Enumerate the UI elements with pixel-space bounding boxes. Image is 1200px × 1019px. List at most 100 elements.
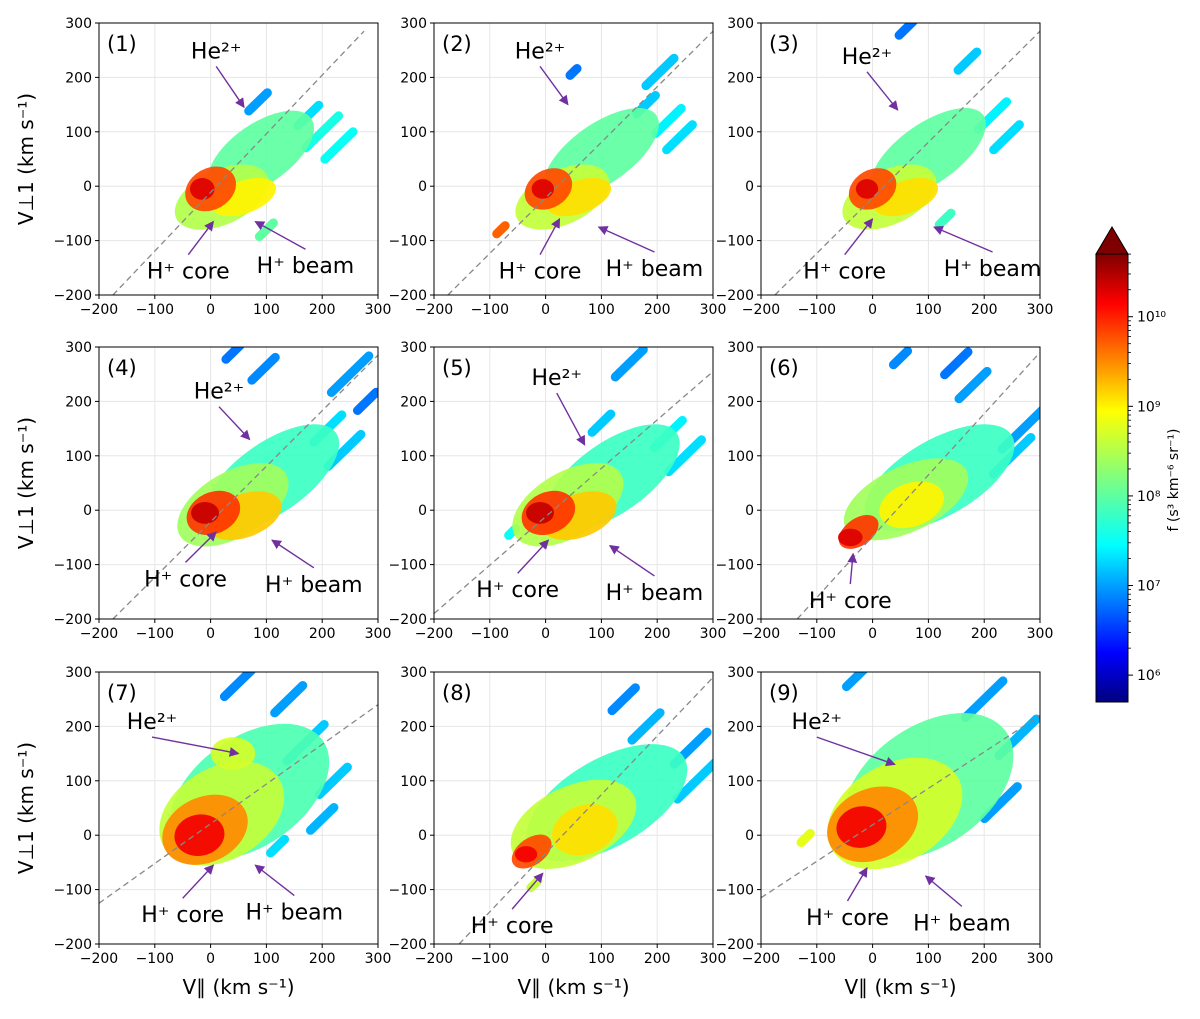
y-tick-label: −100 bbox=[716, 558, 754, 574]
vdf-streak bbox=[940, 347, 973, 380]
annotation-label: He²⁺ bbox=[194, 380, 245, 405]
vdf-streak bbox=[492, 221, 510, 239]
y-tick-label: 100 bbox=[65, 125, 92, 141]
annotation: H⁺ core bbox=[476, 539, 559, 603]
panel-6: H⁺ core (6) −200−200 −100 −100 0 0 100 100 200 200… bbox=[716, 340, 1054, 642]
x-tick-label: 0 bbox=[541, 951, 550, 967]
x-tick-label: 0 bbox=[541, 626, 550, 642]
annotation-label: H⁺ beam bbox=[913, 911, 1011, 936]
vdf-streak bbox=[980, 782, 1022, 824]
annotation: H⁺ core bbox=[144, 531, 227, 592]
y-tick-label: 300 bbox=[65, 665, 92, 681]
vdf-blob bbox=[855, 179, 879, 199]
x-tick-label: 0 bbox=[868, 626, 877, 642]
x-tick-label: 100 bbox=[915, 626, 942, 642]
vdf-blob bbox=[836, 806, 887, 848]
x-tick-label: −100 bbox=[471, 951, 509, 967]
axes-frame bbox=[98, 346, 379, 620]
annotation: H⁺ core bbox=[141, 864, 224, 928]
y-tick-label: 200 bbox=[65, 70, 92, 86]
vdf-blob bbox=[191, 502, 219, 524]
annotation: He²⁺ bbox=[515, 39, 569, 106]
annotation-label: H⁺ core bbox=[809, 589, 892, 614]
vdf-blob bbox=[210, 737, 256, 770]
x-tick-label: −200 bbox=[742, 626, 780, 642]
x-tick-label: 0 bbox=[206, 626, 215, 642]
annotation-arrow bbox=[182, 864, 215, 899]
vdf-streak bbox=[244, 88, 272, 116]
colorbar-body bbox=[1095, 253, 1129, 703]
x-tick-label: 0 bbox=[868, 951, 877, 967]
panel-5: He²⁺ H⁺ core H⁺ beam (5) −200−200 −100 −100 0 0 1… bbox=[389, 340, 727, 642]
vdf-streak bbox=[673, 758, 713, 804]
x-tick-label: −100 bbox=[136, 626, 174, 642]
x-tick-label: −100 bbox=[798, 302, 836, 318]
annotation-label: He²⁺ bbox=[127, 710, 178, 735]
y-tick-label: −100 bbox=[54, 558, 92, 574]
panel-8: H⁺ core (8) −200−200 −100 −100 0 0 100 100 200 200… bbox=[389, 665, 727, 999]
y-tick-label: 0 bbox=[418, 179, 427, 195]
annotation-arrow bbox=[517, 539, 550, 574]
vdf-blob bbox=[174, 814, 225, 857]
annotation-label: H⁺ core bbox=[471, 914, 554, 939]
grid bbox=[434, 347, 713, 619]
annotation-label: H⁺ core bbox=[803, 260, 886, 285]
x-tick-label: 300 bbox=[365, 951, 392, 967]
panel-2: He²⁺ H⁺ core H⁺ beam (2) −200−200 −100 −100 0 0 1… bbox=[389, 16, 727, 318]
annotation-label: H⁺ core bbox=[144, 567, 227, 592]
annotation-label: H⁺ core bbox=[141, 903, 224, 928]
axes-frame bbox=[98, 22, 379, 296]
y-axis-label: V⊥1 (km s⁻¹) bbox=[14, 93, 38, 225]
axis-ticks: −200−200 −100 −100 0 0 100 100 200 200 300 300 bbox=[716, 16, 1054, 318]
field-direction-line bbox=[458, 676, 713, 944]
y-tick-label: −200 bbox=[716, 937, 754, 953]
panel-label: (8) bbox=[442, 681, 472, 705]
x-tick-label: 200 bbox=[971, 302, 998, 318]
x-tick-label: −200 bbox=[415, 302, 453, 318]
vdf-streak bbox=[888, 347, 913, 370]
vdf-streak bbox=[565, 64, 582, 80]
x-tick-label: 0 bbox=[541, 302, 550, 318]
vdf-streak bbox=[960, 676, 1008, 722]
annotation-arrow bbox=[151, 736, 240, 757]
x-tick-label: 300 bbox=[365, 626, 392, 642]
y-tick-label: 200 bbox=[400, 70, 427, 86]
annotation-arrow bbox=[539, 217, 561, 256]
y-tick-label: 200 bbox=[400, 719, 427, 735]
x-tick-label: −200 bbox=[80, 626, 118, 642]
vdf-blob bbox=[514, 846, 538, 863]
y-tick-label: −200 bbox=[54, 612, 92, 628]
panel-label: (3) bbox=[769, 32, 799, 56]
y-axis-label: V⊥1 (km s⁻¹) bbox=[14, 742, 38, 874]
x-tick-label: 100 bbox=[588, 951, 615, 967]
x-tick-label: 300 bbox=[700, 951, 727, 967]
axis-ticks: −200−200 −100 −100 0 0 100 100 200 200 300 300 bbox=[389, 665, 727, 967]
colorbar-tick-label: 10⁸ bbox=[1137, 489, 1161, 505]
field-direction-line bbox=[112, 30, 365, 295]
y-tick-label: 0 bbox=[745, 503, 754, 519]
axes-frame bbox=[760, 671, 1041, 945]
annotation-label: H⁺ core bbox=[499, 260, 582, 285]
y-tick-label: 300 bbox=[65, 340, 92, 356]
annotation-arrow bbox=[215, 65, 245, 109]
y-tick-label: 100 bbox=[400, 774, 427, 790]
y-tick-label: 200 bbox=[65, 394, 92, 410]
annotation-label: He²⁺ bbox=[191, 39, 242, 64]
annotation-arrow bbox=[187, 220, 214, 256]
vdf-streak bbox=[841, 672, 868, 692]
annotation-arrow bbox=[846, 866, 868, 902]
axis-ticks: −200−200 −100 −100 0 0 100 100 200 200 300 300 bbox=[54, 665, 392, 967]
vdf-streak bbox=[247, 352, 280, 385]
x-tick-label: 100 bbox=[915, 951, 942, 967]
y-tick-label: 300 bbox=[727, 340, 754, 356]
x-tick-label: 200 bbox=[644, 626, 671, 642]
vdf-streak bbox=[953, 47, 982, 75]
x-tick-label: 200 bbox=[971, 626, 998, 642]
y-tick-label: −100 bbox=[389, 558, 427, 574]
vdf-streak bbox=[587, 409, 616, 437]
vdf-streak bbox=[326, 351, 374, 397]
vdf-streak bbox=[301, 111, 344, 153]
annotation: H⁺ beam bbox=[254, 220, 354, 279]
annotation: He²⁺ bbox=[127, 710, 240, 757]
vdf-streak bbox=[662, 120, 697, 155]
